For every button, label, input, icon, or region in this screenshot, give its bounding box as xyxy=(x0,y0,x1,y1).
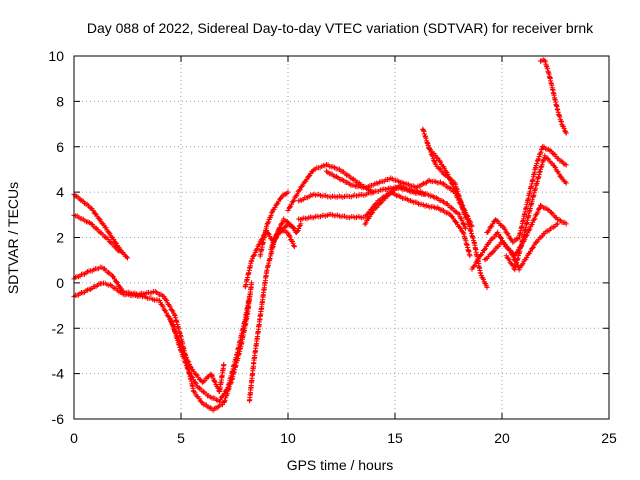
x-axis-label: GPS time / hours xyxy=(287,457,394,473)
y-tick-label: 2 xyxy=(56,230,64,246)
data-marker-trail xyxy=(71,191,131,261)
series-track-14 xyxy=(362,183,428,227)
x-tick-labels: 0 5 10 15 20 25 xyxy=(70,430,617,446)
x-tick-label: 15 xyxy=(387,430,403,446)
x-tick-label: 10 xyxy=(280,430,296,446)
data-marker-trail xyxy=(503,153,569,273)
y-tick-label: -6 xyxy=(52,411,65,427)
series-track-21 xyxy=(537,57,569,136)
y-tick-label: 0 xyxy=(56,275,64,291)
x-tick-label: 5 xyxy=(177,430,185,446)
series-track-20 xyxy=(503,153,569,273)
series-track-16 xyxy=(424,140,469,220)
x-tick-label: 0 xyxy=(70,430,78,446)
data-marker-trail xyxy=(268,225,297,252)
data-marker-trail xyxy=(362,183,428,227)
series-track-2 xyxy=(71,212,122,254)
axis-ticks xyxy=(73,55,610,420)
data-marker-trail xyxy=(167,316,227,395)
data-marker-trail xyxy=(424,140,469,220)
x-tick-label: 20 xyxy=(494,430,510,446)
grid xyxy=(74,56,609,419)
y-tick-label: 10 xyxy=(48,48,64,64)
y-tick-label: -4 xyxy=(52,366,65,382)
series-track-1 xyxy=(71,191,131,261)
series-track-4 xyxy=(71,280,253,404)
y-tick-label: 6 xyxy=(56,139,64,155)
series-track-5 xyxy=(167,316,227,395)
data-marker-trail xyxy=(71,280,253,404)
series-track-19 xyxy=(484,143,569,245)
series-track-9 xyxy=(268,225,297,252)
series-track-8 xyxy=(257,189,291,259)
x-tick-label: 25 xyxy=(601,430,617,446)
y-axis-label: SDTVAR / TECUs xyxy=(5,182,21,294)
chart-title: Day 088 of 2022, Sidereal Day-to-day VTE… xyxy=(87,20,594,36)
data-marker-trail xyxy=(71,212,122,254)
y-tick-label: -2 xyxy=(52,320,65,336)
data-marker-trail xyxy=(484,143,569,245)
y-tick-labels: -6 -4 -2 0 2 4 6 8 10 xyxy=(48,48,64,427)
y-tick-label: 8 xyxy=(56,93,64,109)
data-marker-trail xyxy=(537,57,569,136)
data-marker-trail xyxy=(257,189,291,259)
y-tick-label: 4 xyxy=(56,184,64,200)
data-points xyxy=(71,57,569,413)
